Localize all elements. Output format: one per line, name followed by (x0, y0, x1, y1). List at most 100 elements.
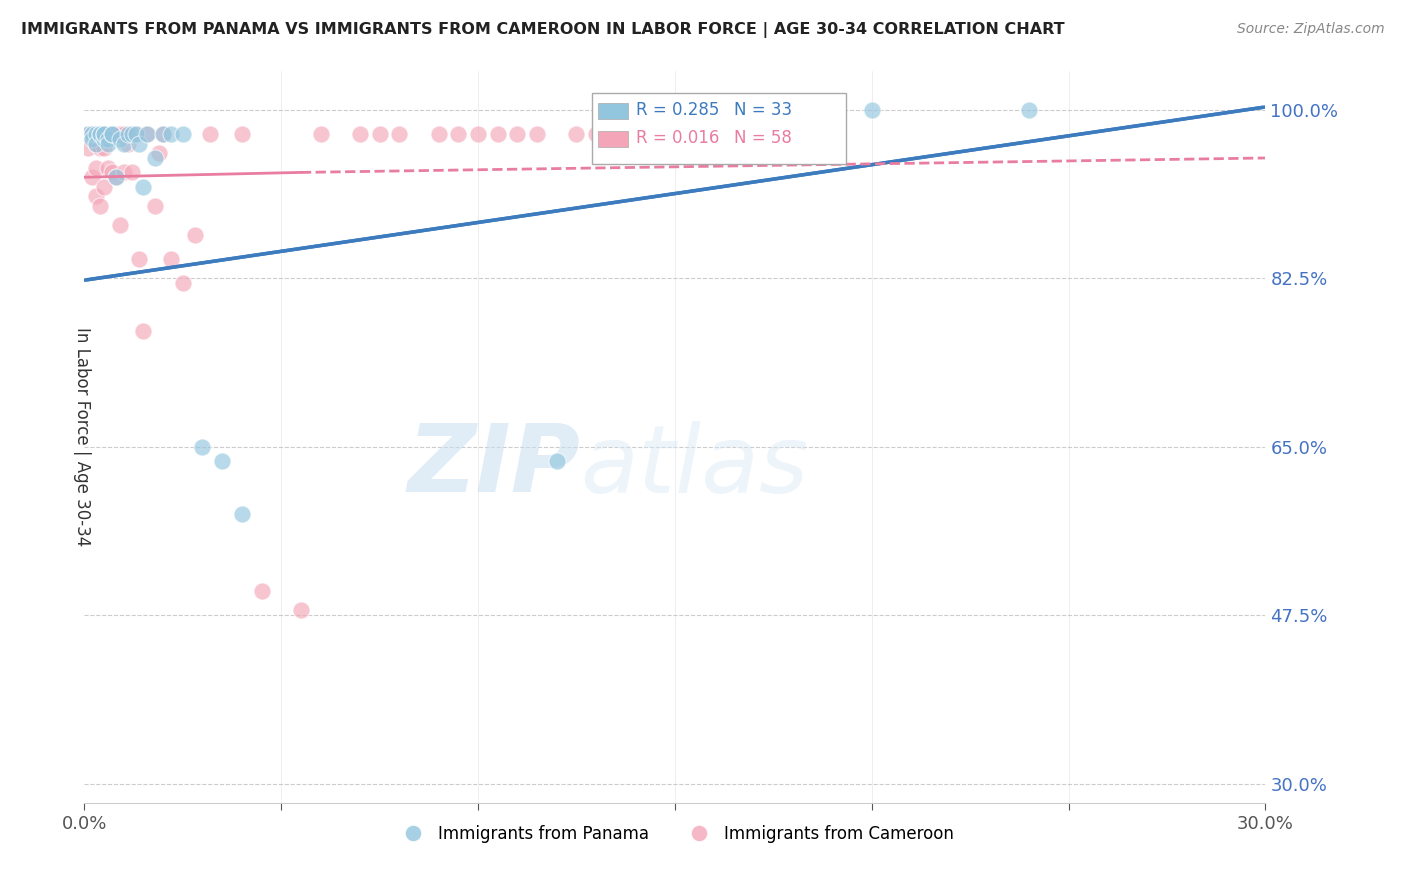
Point (93, 127, 115, 141)
Point (821, 127, 844, 141)
Point (112, 165, 135, 179)
Point (104, 127, 127, 141)
Point (447, 127, 470, 141)
FancyBboxPatch shape (592, 93, 846, 164)
Point (132, 324, 155, 338)
Point (160, 127, 183, 141)
Point (703, 127, 725, 141)
Bar (598, 103, 627, 119)
Point (117, 136, 139, 151)
Text: R = 0.285: R = 0.285 (636, 101, 720, 120)
Point (152, 127, 174, 141)
Point (101, 127, 124, 141)
Point (84, 189, 107, 203)
Point (250, 584, 273, 599)
Point (172, 276, 194, 290)
Bar (598, 130, 627, 146)
Point (108, 219, 131, 233)
Point (143, 199, 166, 213)
Point (565, 127, 588, 141)
Point (121, 165, 143, 179)
Text: N = 58: N = 58 (734, 129, 792, 147)
Point (183, 227, 205, 242)
Point (93, 141, 115, 155)
Point (112, 127, 135, 141)
Point (132, 179, 155, 194)
Point (82, 127, 104, 141)
Point (368, 127, 391, 141)
Point (84, 127, 107, 141)
Point (77, 141, 100, 155)
Text: atlas: atlas (581, 421, 808, 512)
Point (84, 136, 107, 151)
Point (585, 127, 607, 141)
Point (121, 127, 143, 141)
Point (97, 136, 120, 151)
Point (152, 127, 174, 141)
Text: N = 33: N = 33 (734, 101, 792, 120)
Point (108, 127, 131, 141)
Point (93, 179, 115, 194)
Point (349, 127, 371, 141)
Point (84, 127, 107, 141)
Point (101, 165, 124, 179)
Text: IMMIGRANTS FROM PANAMA VS IMMIGRANTS FROM CAMEROON IN LABOR FORCE | AGE 30-34 CO: IMMIGRANTS FROM PANAMA VS IMMIGRANTS FRO… (21, 22, 1064, 38)
Point (82, 127, 104, 141)
Point (526, 127, 548, 141)
Point (77, 127, 100, 141)
Point (93, 127, 115, 141)
Point (124, 127, 146, 141)
Y-axis label: In Labor Force | Age 30-34: In Labor Force | Age 30-34 (73, 327, 91, 547)
Point (290, 603, 312, 617)
Point (117, 127, 139, 141)
Point (860, 103, 883, 117)
Point (211, 454, 233, 468)
Point (1018, 103, 1040, 117)
Point (104, 170, 127, 185)
Point (93, 127, 115, 141)
Point (624, 127, 647, 141)
Point (136, 127, 159, 141)
Point (89, 199, 111, 213)
Point (782, 127, 804, 141)
Point (97, 161, 120, 175)
Point (101, 127, 124, 141)
Point (89, 141, 111, 155)
Point (82, 132, 104, 146)
Point (136, 127, 159, 141)
Point (101, 127, 124, 141)
Point (506, 127, 529, 141)
Point (89, 127, 111, 141)
Point (84, 136, 107, 151)
Point (427, 127, 450, 141)
Point (108, 132, 131, 146)
Point (97, 127, 120, 141)
Point (77, 127, 100, 141)
Point (112, 136, 135, 151)
Point (143, 151, 166, 165)
Point (231, 127, 253, 141)
Point (486, 127, 509, 141)
Point (93, 132, 115, 146)
Text: Source: ZipAtlas.com: Source: ZipAtlas.com (1237, 22, 1385, 37)
Point (546, 454, 568, 468)
Point (172, 127, 194, 141)
Point (200, 127, 222, 141)
Point (191, 440, 214, 454)
Point (82, 170, 104, 185)
Point (89, 127, 111, 141)
Point (160, 252, 183, 266)
Point (231, 507, 253, 521)
Text: ZIP: ZIP (408, 420, 581, 512)
Text: R = 0.016: R = 0.016 (636, 129, 720, 147)
Point (124, 127, 146, 141)
Point (742, 127, 765, 141)
Point (467, 127, 489, 141)
Point (89, 127, 111, 141)
Point (309, 127, 332, 141)
Point (97, 132, 120, 146)
Point (84, 161, 107, 175)
Point (664, 127, 686, 141)
Legend: Immigrants from Panama, Immigrants from Cameroon: Immigrants from Panama, Immigrants from … (389, 818, 960, 849)
Point (148, 146, 170, 161)
